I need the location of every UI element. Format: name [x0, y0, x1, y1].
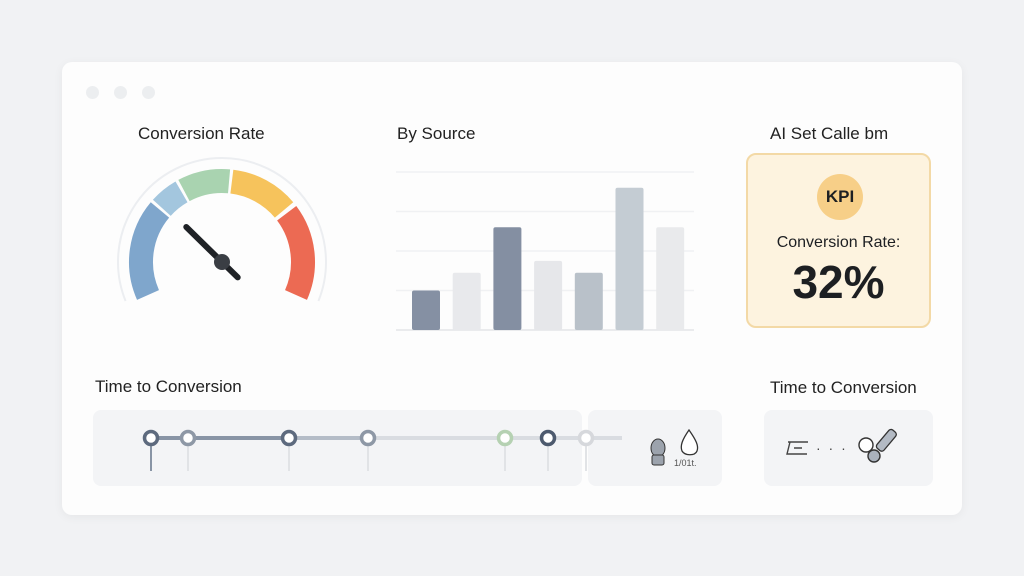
ellipsis: · · · — [816, 440, 848, 456]
timeline-title: Time to Conversion — [95, 377, 242, 396]
window-close-button[interactable] — [86, 86, 99, 99]
kpi-badge: KPI — [817, 174, 863, 220]
bar-chart-title: By Source — [397, 124, 476, 143]
window-minimize-button[interactable] — [114, 86, 127, 99]
kpi-heading: AI Set Calle bm — [770, 124, 889, 143]
timeline-icons-panel — [588, 410, 722, 486]
kpi-value: 32% — [792, 256, 885, 308]
right-panel-title: Time to Conversion — [770, 378, 917, 397]
window-maximize-button[interactable] — [142, 86, 155, 99]
kpi-label: Conversion Rate: — [776, 234, 901, 251]
gauge-title: Conversion Rate — [138, 124, 265, 143]
kpi-card: KPI Conversion Rate: 32% — [746, 153, 931, 328]
right-panel-box — [764, 410, 933, 486]
timeline-track-panel — [93, 410, 582, 486]
timeline-caption: 1/01t. — [674, 458, 697, 468]
